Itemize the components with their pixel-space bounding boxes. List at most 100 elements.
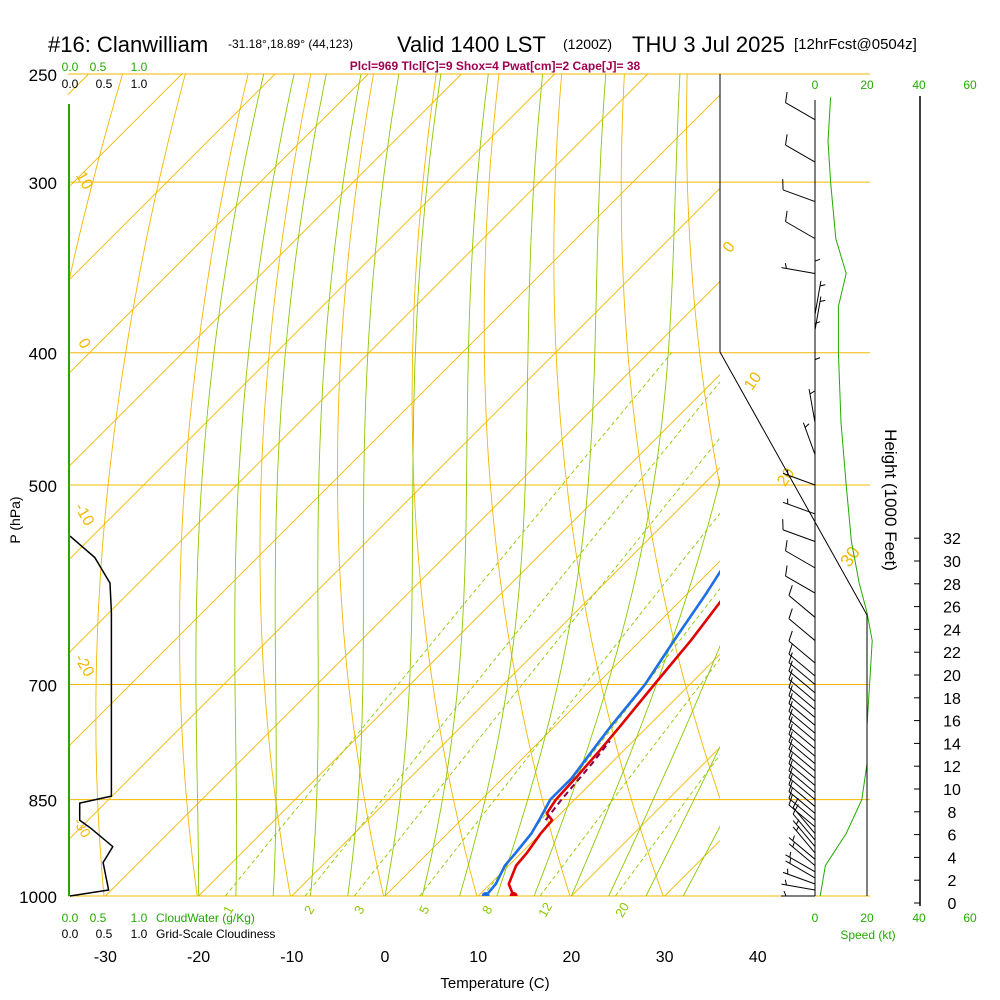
stability-indices: Plcl=969 Tlcl[C]=9 Shox=4 Pwat[cm]=2 Cap…	[350, 59, 641, 73]
moist-adiabat-line	[533, 74, 681, 896]
wind-barb	[788, 746, 816, 779]
wind-barb-staff	[785, 221, 816, 240]
valid-time: Valid 1400 LST	[397, 32, 546, 57]
wind-barb-feather	[788, 701, 793, 712]
moist-adiabat-line	[195, 74, 265, 896]
dry-adiabat-line	[95, 74, 186, 896]
wind-barb-feather	[788, 708, 793, 720]
wind-barb-staff	[792, 826, 816, 854]
wind-barb	[788, 693, 816, 726]
isotherm-line	[384, 560, 720, 896]
wind-barb	[788, 668, 816, 702]
isotherm-line	[68, 94, 720, 748]
mixing-ratio-label: 3	[351, 903, 368, 917]
wind-barb	[785, 540, 816, 569]
cloudwater-scale-top: 1.0	[131, 60, 148, 74]
height-tick-label: 24	[943, 622, 961, 639]
moist-adiabat-line	[645, 745, 720, 896]
isotherm-line	[105, 280, 720, 896]
wind-barb-feather	[785, 91, 788, 103]
isotherm-line	[68, 74, 276, 282]
wind-barb-staff	[788, 595, 816, 618]
wind-barb	[814, 256, 821, 291]
wind-barb-feather	[792, 797, 799, 808]
wind-barb	[814, 296, 826, 331]
wind-barb-feather	[784, 879, 787, 886]
mixing-ratio-line	[225, 352, 672, 896]
wind-barb-staff	[792, 813, 816, 841]
mixing-ratio-label: 12	[535, 900, 555, 920]
dry-adiabat-line	[620, 74, 720, 800]
isotherm-line	[68, 187, 720, 841]
dry-adiabat-line	[411, 74, 478, 896]
height-tick-label: 22	[943, 645, 961, 662]
speed-axis-label: Speed (kt)	[840, 928, 895, 942]
wind-barb-staff	[792, 820, 816, 847]
wind-barb-staff	[788, 711, 816, 734]
wind-barb	[814, 280, 826, 315]
speed-tick-top: 60	[963, 78, 977, 92]
isotherm-line	[68, 74, 462, 469]
wind-barb-staff	[788, 741, 816, 765]
wind-barb-staff	[788, 804, 816, 828]
wind-barb-feather	[785, 210, 788, 222]
wind-barb-feather	[809, 390, 815, 395]
wind-barb-feather	[788, 585, 793, 596]
isotherm-line	[571, 746, 720, 896]
isotherm-line	[851, 74, 1000, 896]
wind-speed-profile	[819, 97, 873, 897]
dry-adiabat-label: 0	[74, 336, 93, 352]
wind-barb-feather	[788, 746, 793, 757]
pressure-tick-label: 300	[29, 174, 57, 193]
isotherm-line	[477, 653, 720, 896]
height-tick-label: 18	[943, 691, 961, 708]
wind-barb-staff	[788, 843, 816, 866]
speed-tick-bottom: 60	[963, 911, 977, 925]
wind-barb	[788, 738, 816, 772]
wind-barb-staff	[788, 791, 816, 814]
moist-adiabat-line	[608, 644, 720, 896]
wind-barb	[788, 585, 816, 618]
wind-barb-staff	[785, 860, 816, 879]
wind-barb-staff	[782, 871, 816, 885]
cloudiness-scale-bottom: 0.5	[96, 927, 113, 941]
isotherm-line	[291, 467, 720, 896]
isotherm-line	[68, 74, 369, 375]
wind-barb-staff	[788, 748, 816, 772]
wind-barb-staff	[785, 575, 816, 594]
wind-barb	[781, 263, 816, 275]
wind-barb	[788, 630, 816, 664]
frame-right-diagonal	[719, 351, 868, 896]
wind-barb-feather	[788, 652, 793, 663]
moist-adiabat-line	[421, 74, 489, 896]
dry-adiabat-label: 10	[72, 169, 96, 193]
wind-barb	[788, 753, 816, 786]
wind-barb	[788, 708, 816, 742]
mixing-ratio-line	[539, 658, 720, 896]
dry-adiabat-line	[483, 74, 571, 896]
temperature-tick-label: -20	[187, 949, 210, 966]
wind-barb-feather	[788, 685, 793, 696]
wind-barb-staff	[802, 422, 816, 455]
wind-barb	[785, 851, 816, 873]
speed-tick-top: 40	[912, 78, 926, 92]
cloudiness-scale-top: 1.0	[131, 77, 148, 91]
forecast-info: [12hrFcst@0504z]	[794, 36, 917, 53]
wind-barb	[788, 723, 816, 757]
temperature-surface-point	[509, 892, 518, 896]
speed-tick-top: 20	[860, 78, 874, 92]
wind-barb-feather	[814, 357, 821, 361]
temperature-tick-label: 40	[749, 949, 767, 966]
mixing-ratio-label: 20	[612, 900, 632, 920]
wind-barb-feather	[792, 804, 799, 815]
pressure-tick-label: 1000	[19, 888, 57, 907]
mixing-ratio-line	[419, 512, 720, 896]
dry-adiabat-line	[553, 74, 664, 896]
wind-barb-staff	[782, 501, 816, 515]
wind-barb	[782, 868, 816, 885]
parcel-line	[544, 740, 611, 821]
station-coords: -31.18°,18.89° (44,123)	[228, 37, 353, 51]
wind-barb	[785, 134, 816, 163]
dry-adiabat-label: -10	[71, 500, 97, 529]
